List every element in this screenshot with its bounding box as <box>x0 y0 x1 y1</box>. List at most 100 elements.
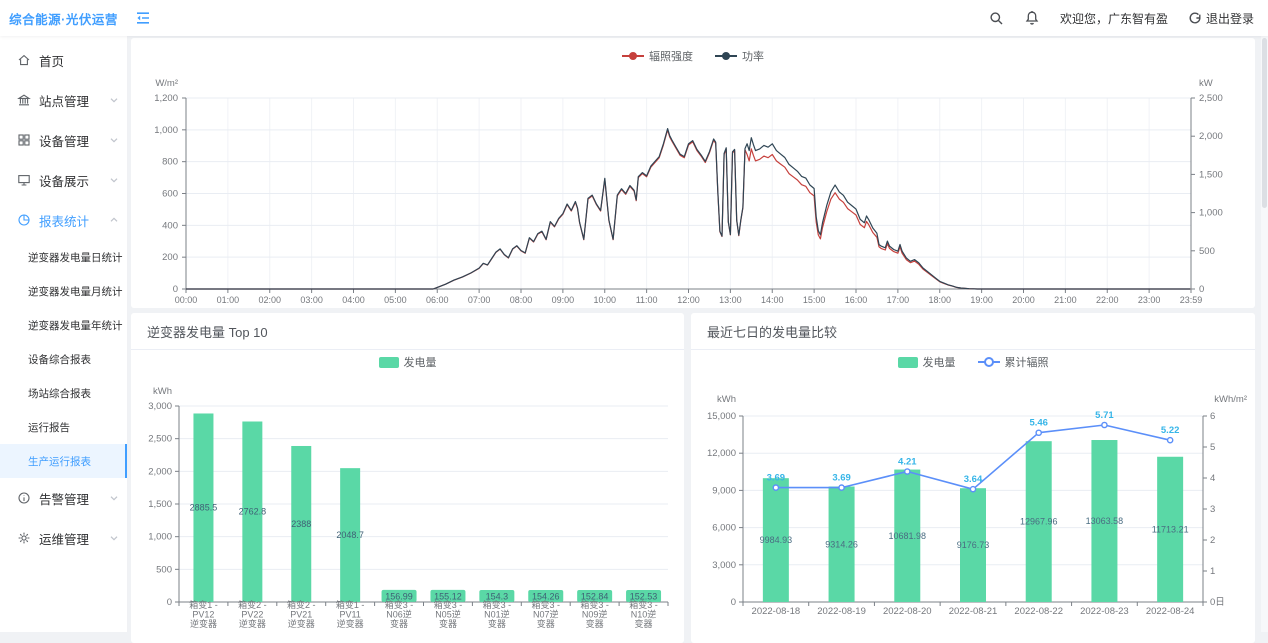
logout-button[interactable]: 退出登录 <box>1188 10 1254 27</box>
legend-辐照强度[interactable]: 辐照强度 <box>622 48 693 64</box>
collapse-sidebar-icon[interactable] <box>135 10 151 26</box>
display-icon <box>17 173 31 187</box>
svg-text:20:00: 20:00 <box>1012 295 1035 305</box>
chevron-down-icon <box>109 135 119 145</box>
power-irradiance-chart[interactable]: 00:00 01:00 02:00 03:00 04:00 05:00 06:00 07:00… <box>131 68 1249 308</box>
main-content: 辐照强度 功率 00:00 01:00 02:00 03:00 04:00 05:00 06:… <box>127 36 1261 643</box>
svg-text:10:00: 10:00 <box>593 295 616 305</box>
sidebar-subitem-production-report[interactable]: 生产运行报表 <box>0 444 127 478</box>
svg-text:1,500: 1,500 <box>1199 169 1223 180</box>
home-icon <box>17 53 31 67</box>
sidebar-item-label: 设备展示 <box>39 174 90 189</box>
svg-text:W/m²: W/m² <box>155 78 178 89</box>
svg-text:5.22: 5.22 <box>1161 425 1180 436</box>
sidebar-item-site-mgmt[interactable]: 站点管理 <box>0 80 127 120</box>
sidebar-subitem-operation-report[interactable]: 运行报告 <box>0 410 127 444</box>
svg-text:14:00: 14:00 <box>761 295 784 305</box>
page-scrollbar[interactable] <box>1261 36 1268 632</box>
svg-text:09:00: 09:00 <box>552 295 575 305</box>
svg-text:21:00: 21:00 <box>1054 295 1077 305</box>
svg-text:2,000: 2,000 <box>148 466 172 477</box>
sidebar-subitem-inverter-monthly[interactable]: 逆变器发电量月统计 <box>0 274 127 308</box>
header-actions: 欢迎您，广东智有盈 退出登录 <box>989 10 1268 27</box>
sidebar-item-device-display[interactable]: 设备展示 <box>0 160 127 200</box>
legend-marker <box>622 52 644 60</box>
sidebar-subitem-label: 逆变器发电量日统计 <box>28 251 123 264</box>
svg-text:06:00: 06:00 <box>426 295 449 305</box>
seven-day-comparison-card: 最近七日的发电量比较 发电量 累计辐照 0 3,000 6,000 9,000 12,00… <box>691 313 1255 643</box>
svg-text:05:00: 05:00 <box>384 295 407 305</box>
svg-text:11:00: 11:00 <box>636 295 658 305</box>
svg-text:13:00: 13:00 <box>719 295 742 305</box>
inverter-top10-legend: 发电量 <box>131 350 684 374</box>
legend-发电量[interactable]: 发电量 <box>897 354 956 370</box>
svg-text:156.99: 156.99 <box>385 591 413 601</box>
sidebar-subitem-inverter-yearly[interactable]: 逆变器发电量年统计 <box>0 308 127 342</box>
sidebar-item-home[interactable]: 首页 <box>0 40 127 80</box>
svg-text:0: 0 <box>167 597 172 608</box>
alarm-bell-icon[interactable] <box>1024 10 1040 26</box>
chevron-down-icon <box>109 95 119 105</box>
svg-text:500: 500 <box>1199 246 1215 257</box>
report-icon <box>17 213 31 227</box>
svg-text:19:00: 19:00 <box>970 295 993 305</box>
legend-累计辐照[interactable]: 累计辐照 <box>977 354 1049 370</box>
inverter-top10-chart[interactable]: 0 500 1,000 1,500 2,000 2,500 3,000 kWh 2885.5 箱变… <box>131 374 678 636</box>
svg-text:2022-08-21: 2022-08-21 <box>949 606 998 617</box>
chevron-up-icon <box>109 215 119 225</box>
legend-功率[interactable]: 功率 <box>715 48 764 64</box>
seven-day-comparison-chart[interactable]: 0 3,000 6,000 9,000 12,000 15,000 kWh 0日 1 2 3 4 5 6 k… <box>691 374 1249 636</box>
svg-text:0日: 0日 <box>1210 597 1225 608</box>
sidebar-item-alarm-mgmt[interactable]: 告警管理 <box>0 478 127 518</box>
svg-text:07:00: 07:00 <box>468 295 491 305</box>
scrollbar-thumb[interactable] <box>1262 38 1267 208</box>
svg-text:3.69: 3.69 <box>832 473 851 484</box>
sidebar-subitem-inverter-daily[interactable]: 逆变器发电量日统计 <box>0 240 127 274</box>
sidebar-item-report-stats[interactable]: 报表统计 <box>0 200 127 240</box>
svg-text:4: 4 <box>1210 473 1215 484</box>
svg-text:12967.96: 12967.96 <box>1020 517 1058 527</box>
sidebar-item-label: 报表统计 <box>39 214 90 229</box>
legend-发电量[interactable]: 发电量 <box>378 354 437 370</box>
search-icon[interactable] <box>989 11 1004 26</box>
svg-text:kWh: kWh <box>717 394 736 405</box>
svg-text:9176.73: 9176.73 <box>957 540 990 550</box>
ops-icon <box>17 531 31 545</box>
sidebar-subitem-device-comprehensive[interactable]: 设备综合报表 <box>0 342 127 376</box>
svg-text:5: 5 <box>1210 442 1215 453</box>
svg-text:500: 500 <box>156 564 172 575</box>
svg-text:08:00: 08:00 <box>510 295 533 305</box>
sidebar-subitem-station-comprehensive[interactable]: 场站综合报表 <box>0 376 127 410</box>
svg-text:22:00: 22:00 <box>1096 295 1119 305</box>
svg-text:2022-08-18: 2022-08-18 <box>752 606 801 617</box>
svg-text:11713.21: 11713.21 <box>1152 524 1189 534</box>
svg-text:17:00: 17:00 <box>887 295 910 305</box>
chevron-down-icon <box>109 175 119 185</box>
svg-text:152.84: 152.84 <box>581 592 609 602</box>
sidebar-menu: 首页 站点管理 设备管理设备展示报表统计逆变器发电量日统计 逆变器发电量月统计逆变器发… <box>0 36 127 558</box>
svg-text:2022-08-22: 2022-08-22 <box>1014 606 1063 617</box>
legend-label: 发电量 <box>403 357 437 369</box>
svg-text:23:00: 23:00 <box>1138 295 1161 305</box>
svg-text:10681.98: 10681.98 <box>889 531 927 541</box>
svg-text:6: 6 <box>1210 411 1215 422</box>
sidebar-subitem-label: 场站综合报表 <box>28 387 91 400</box>
svg-text:155.12: 155.12 <box>434 591 462 601</box>
sidebar: 首页 站点管理 设备管理设备展示报表统计逆变器发电量日统计 逆变器发电量月统计逆变器发… <box>0 36 128 632</box>
svg-text:18:00: 18:00 <box>928 295 951 305</box>
svg-text:12:00: 12:00 <box>677 295 700 305</box>
svg-text:1,000: 1,000 <box>148 532 172 543</box>
svg-text:kWh: kWh <box>153 386 172 397</box>
sidebar-subitem-label: 逆变器发电量月统计 <box>28 285 123 298</box>
sidebar-item-ops-mgmt[interactable]: 运维管理 <box>0 518 127 558</box>
svg-text:3,000: 3,000 <box>148 401 172 412</box>
svg-text:箱变3 -N10逆变器: 箱变3 -N10逆变器 <box>629 599 658 629</box>
sidebar-item-device-mgmt[interactable]: 设备管理 <box>0 120 127 160</box>
svg-text:1,500: 1,500 <box>148 499 172 510</box>
legend-label: 累计辐照 <box>1004 357 1049 369</box>
svg-text:6,000: 6,000 <box>712 523 736 534</box>
svg-text:1,000: 1,000 <box>1199 208 1223 219</box>
svg-text:12,000: 12,000 <box>707 448 736 459</box>
bottom-cards-row: 逆变器发电量 Top 10 发电量 0 500 1,000 1,500 2,000 2,5… <box>131 313 1255 643</box>
seven-day-comparison-title: 最近七日的发电量比较 <box>691 313 1255 350</box>
